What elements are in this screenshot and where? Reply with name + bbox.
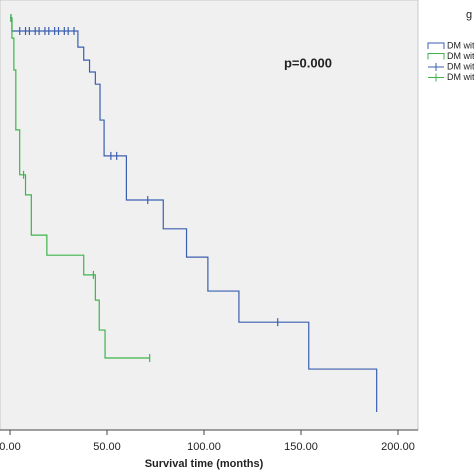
x-tick-label: 100.00: [187, 441, 221, 453]
legend-swatch: [428, 63, 444, 71]
legend-label: DM with: [447, 51, 474, 61]
x-tick-label: 50.00: [93, 441, 121, 453]
legend-title: g: [466, 9, 472, 21]
survival-curve: [10, 17, 150, 359]
survival-curve: [10, 17, 378, 412]
legend-label: DM with: [447, 72, 474, 82]
legend-swatch: [427, 42, 445, 49]
legend-label: DM with: [447, 61, 474, 71]
legend-label: DM with: [447, 40, 474, 50]
x-tick-label: 0.00: [0, 441, 21, 453]
x-tick-label: 150.00: [284, 441, 318, 453]
annotation: p=0.000: [284, 55, 332, 70]
plot-area: [0, 0, 419, 431]
x-tick-label: 200.00: [381, 441, 415, 453]
x-axis-label: Survival time (months): [145, 458, 264, 470]
legend-swatch: [428, 73, 444, 82]
legend-swatch: [427, 53, 445, 60]
